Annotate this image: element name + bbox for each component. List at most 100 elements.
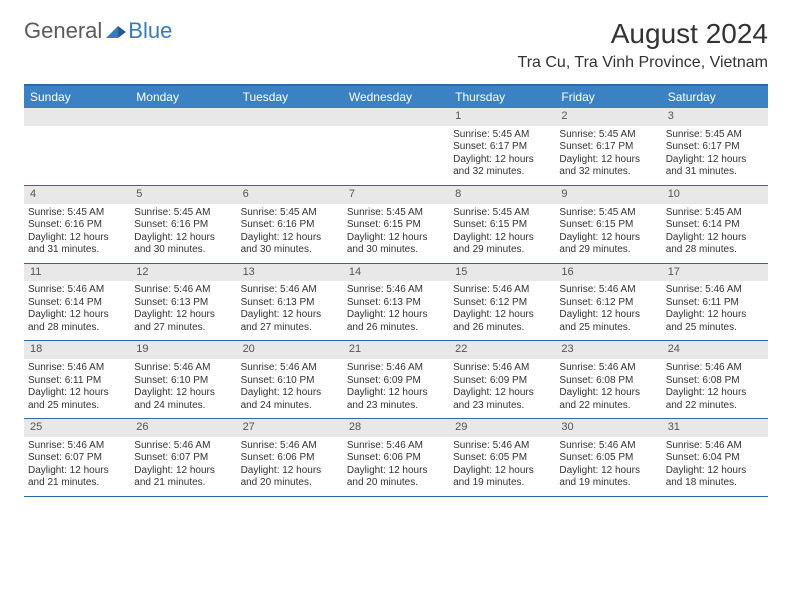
daylight-line: Daylight: 12 hours and 20 minutes. (347, 465, 445, 490)
day-number: 5 (130, 186, 236, 204)
sunrise-line: Sunrise: 5:45 AM (453, 129, 551, 142)
daylight-line: Daylight: 12 hours and 22 minutes. (559, 387, 657, 412)
sunrise-line: Sunrise: 5:46 AM (666, 440, 764, 453)
sunset-line: Sunset: 6:05 PM (559, 452, 657, 465)
day-body: Sunrise: 5:46 AMSunset: 6:05 PMDaylight:… (555, 437, 661, 496)
sunset-line: Sunset: 6:11 PM (666, 297, 764, 310)
day-body: Sunrise: 5:46 AMSunset: 6:11 PMDaylight:… (24, 359, 130, 418)
sunrise-line: Sunrise: 5:45 AM (666, 207, 764, 220)
sunset-line: Sunset: 6:09 PM (453, 375, 551, 388)
calendar-day: 25Sunrise: 5:46 AMSunset: 6:07 PMDayligh… (24, 419, 130, 496)
calendar-weeks: 1Sunrise: 5:45 AMSunset: 6:17 PMDaylight… (24, 108, 768, 497)
day-number: 11 (24, 264, 130, 282)
sunset-line: Sunset: 6:13 PM (347, 297, 445, 310)
location-text: Tra Cu, Tra Vinh Province, Vietnam (518, 54, 768, 72)
sunrise-line: Sunrise: 5:46 AM (347, 440, 445, 453)
sunset-line: Sunset: 6:15 PM (347, 219, 445, 232)
sunset-line: Sunset: 6:10 PM (134, 375, 232, 388)
day-number: 27 (237, 419, 343, 437)
day-body: Sunrise: 5:46 AMSunset: 6:13 PMDaylight:… (130, 281, 236, 340)
day-number: 25 (24, 419, 130, 437)
sunset-line: Sunset: 6:10 PM (241, 375, 339, 388)
day-body: Sunrise: 5:46 AMSunset: 6:12 PMDaylight:… (449, 281, 555, 340)
day-body: Sunrise: 5:45 AMSunset: 6:17 PMDaylight:… (555, 126, 661, 185)
calendar-day: 13Sunrise: 5:46 AMSunset: 6:13 PMDayligh… (237, 264, 343, 341)
day-body: Sunrise: 5:46 AMSunset: 6:10 PMDaylight:… (130, 359, 236, 418)
calendar-day: 18Sunrise: 5:46 AMSunset: 6:11 PMDayligh… (24, 341, 130, 418)
sunrise-line: Sunrise: 5:46 AM (559, 284, 657, 297)
daylight-line: Daylight: 12 hours and 25 minutes. (28, 387, 126, 412)
calendar-day: 29Sunrise: 5:46 AMSunset: 6:05 PMDayligh… (449, 419, 555, 496)
day-body: Sunrise: 5:46 AMSunset: 6:13 PMDaylight:… (343, 281, 449, 340)
sunrise-line: Sunrise: 5:46 AM (241, 362, 339, 375)
sunset-line: Sunset: 6:04 PM (666, 452, 764, 465)
daylight-line: Daylight: 12 hours and 32 minutes. (453, 154, 551, 179)
sunset-line: Sunset: 6:12 PM (559, 297, 657, 310)
day-body: Sunrise: 5:45 AMSunset: 6:17 PMDaylight:… (449, 126, 555, 185)
day-body: Sunrise: 5:45 AMSunset: 6:16 PMDaylight:… (24, 204, 130, 263)
logo-mark-icon (106, 24, 126, 38)
calendar-day: 21Sunrise: 5:46 AMSunset: 6:09 PMDayligh… (343, 341, 449, 418)
calendar-day: 26Sunrise: 5:46 AMSunset: 6:07 PMDayligh… (130, 419, 236, 496)
sunrise-line: Sunrise: 5:45 AM (347, 207, 445, 220)
day-number: 18 (24, 341, 130, 359)
sunrise-line: Sunrise: 5:46 AM (347, 284, 445, 297)
day-body: Sunrise: 5:45 AMSunset: 6:17 PMDaylight:… (662, 126, 768, 185)
day-body: Sunrise: 5:46 AMSunset: 6:04 PMDaylight:… (662, 437, 768, 496)
daylight-line: Daylight: 12 hours and 23 minutes. (347, 387, 445, 412)
calendar-day: 3Sunrise: 5:45 AMSunset: 6:17 PMDaylight… (662, 108, 768, 185)
daylight-line: Daylight: 12 hours and 26 minutes. (453, 309, 551, 334)
day-number: 4 (24, 186, 130, 204)
day-number: 8 (449, 186, 555, 204)
weekday-header: Thursday (449, 86, 555, 108)
day-body: Sunrise: 5:46 AMSunset: 6:08 PMDaylight:… (662, 359, 768, 418)
calendar-day: 9Sunrise: 5:45 AMSunset: 6:15 PMDaylight… (555, 186, 661, 263)
daylight-line: Daylight: 12 hours and 25 minutes. (666, 309, 764, 334)
calendar-day: 15Sunrise: 5:46 AMSunset: 6:12 PMDayligh… (449, 264, 555, 341)
daylight-line: Daylight: 12 hours and 31 minutes. (28, 232, 126, 257)
calendar-day: 2Sunrise: 5:45 AMSunset: 6:17 PMDaylight… (555, 108, 661, 185)
daylight-line: Daylight: 12 hours and 24 minutes. (134, 387, 232, 412)
sunset-line: Sunset: 6:06 PM (347, 452, 445, 465)
day-body: Sunrise: 5:45 AMSunset: 6:16 PMDaylight:… (130, 204, 236, 263)
day-number: 1 (449, 108, 555, 126)
day-number: 20 (237, 341, 343, 359)
sunset-line: Sunset: 6:08 PM (559, 375, 657, 388)
sunrise-line: Sunrise: 5:45 AM (134, 207, 232, 220)
day-body: Sunrise: 5:46 AMSunset: 6:14 PMDaylight:… (24, 281, 130, 340)
calendar-day (343, 108, 449, 185)
sunset-line: Sunset: 6:13 PM (134, 297, 232, 310)
day-body: Sunrise: 5:45 AMSunset: 6:15 PMDaylight:… (555, 204, 661, 263)
sunrise-line: Sunrise: 5:46 AM (453, 284, 551, 297)
day-number (237, 108, 343, 126)
day-number: 19 (130, 341, 236, 359)
calendar-day: 23Sunrise: 5:46 AMSunset: 6:08 PMDayligh… (555, 341, 661, 418)
day-body: Sunrise: 5:46 AMSunset: 6:06 PMDaylight:… (237, 437, 343, 496)
month-title: August 2024 (518, 18, 768, 50)
day-number: 6 (237, 186, 343, 204)
sunset-line: Sunset: 6:08 PM (666, 375, 764, 388)
title-block: August 2024 Tra Cu, Tra Vinh Province, V… (518, 18, 768, 72)
sunrise-line: Sunrise: 5:46 AM (666, 362, 764, 375)
day-body: Sunrise: 5:46 AMSunset: 6:06 PMDaylight:… (343, 437, 449, 496)
sunset-line: Sunset: 6:07 PM (28, 452, 126, 465)
day-number (24, 108, 130, 126)
sunrise-line: Sunrise: 5:45 AM (559, 207, 657, 220)
sunset-line: Sunset: 6:07 PM (134, 452, 232, 465)
daylight-line: Daylight: 12 hours and 28 minutes. (666, 232, 764, 257)
sunset-line: Sunset: 6:13 PM (241, 297, 339, 310)
daylight-line: Daylight: 12 hours and 26 minutes. (347, 309, 445, 334)
day-number: 12 (130, 264, 236, 282)
daylight-line: Daylight: 12 hours and 19 minutes. (453, 465, 551, 490)
sunrise-line: Sunrise: 5:46 AM (134, 440, 232, 453)
day-number: 21 (343, 341, 449, 359)
sunrise-line: Sunrise: 5:46 AM (559, 440, 657, 453)
sunset-line: Sunset: 6:09 PM (347, 375, 445, 388)
sunrise-line: Sunrise: 5:46 AM (241, 440, 339, 453)
day-body: Sunrise: 5:46 AMSunset: 6:13 PMDaylight:… (237, 281, 343, 340)
sunrise-line: Sunrise: 5:45 AM (559, 129, 657, 142)
calendar-day: 8Sunrise: 5:45 AMSunset: 6:15 PMDaylight… (449, 186, 555, 263)
calendar-day: 10Sunrise: 5:45 AMSunset: 6:14 PMDayligh… (662, 186, 768, 263)
calendar-day: 20Sunrise: 5:46 AMSunset: 6:10 PMDayligh… (237, 341, 343, 418)
sunrise-line: Sunrise: 5:46 AM (666, 284, 764, 297)
